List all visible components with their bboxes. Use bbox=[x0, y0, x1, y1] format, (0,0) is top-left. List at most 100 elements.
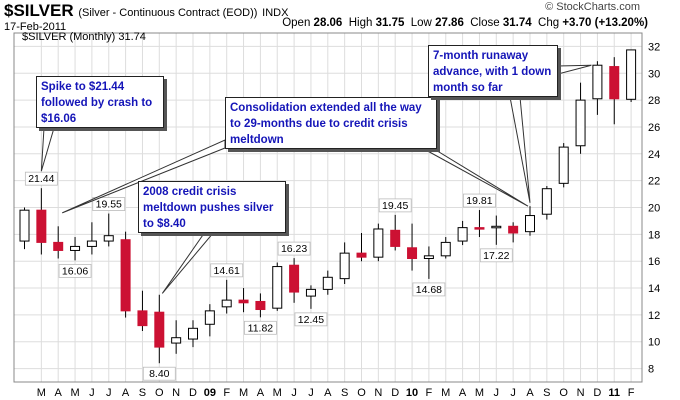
high-value: 31.75 bbox=[375, 17, 405, 29]
x-tick-label: F bbox=[223, 387, 230, 399]
candle-up bbox=[373, 228, 384, 258]
y-tick-label: 12 bbox=[648, 310, 660, 322]
candle-up bbox=[322, 276, 333, 290]
y-tick-label: 26 bbox=[648, 122, 660, 134]
spike-callout bbox=[40, 127, 55, 172]
value-label-box bbox=[92, 197, 126, 211]
candle-up bbox=[525, 215, 535, 233]
value-label-box bbox=[479, 248, 513, 263]
x-tick-label: 10 bbox=[406, 387, 418, 399]
symbol-description: (Silver - Continuous Contract (EOD)) bbox=[78, 7, 258, 19]
x-tick-label: F bbox=[426, 387, 433, 399]
candle-down bbox=[474, 227, 485, 230]
value-label: 21.44 bbox=[28, 173, 54, 185]
value-label: 16.23 bbox=[281, 243, 307, 255]
value-label: 11.82 bbox=[248, 322, 274, 334]
spike-annotation: Spike to $21.44 followed by crash to $16… bbox=[36, 76, 164, 128]
runaway-callout-left bbox=[509, 96, 531, 203]
value-label: 17.22 bbox=[483, 250, 509, 262]
x-tick-label: A bbox=[459, 387, 467, 399]
x-tick-label: S bbox=[543, 387, 550, 399]
chart-date: 17-Feb-2011 bbox=[4, 21, 67, 33]
value-label: 19.81 bbox=[466, 195, 492, 207]
chart-symbol: $SILVER (Silver - Continuous Contract (E… bbox=[4, 1, 288, 21]
candle-up bbox=[541, 188, 552, 215]
x-tick-label: M bbox=[475, 387, 484, 399]
value-label-box bbox=[243, 320, 277, 335]
value-label-box bbox=[210, 263, 244, 278]
x-tick-label: O bbox=[155, 387, 164, 399]
candle-up bbox=[491, 225, 502, 229]
x-tick-label: O bbox=[357, 387, 366, 399]
candle-up bbox=[558, 146, 569, 184]
value-label: 14.68 bbox=[416, 284, 442, 296]
x-tick-label: J bbox=[308, 387, 314, 399]
candle-up bbox=[440, 241, 451, 257]
consolidation-callout-right bbox=[423, 148, 529, 207]
x-tick-label: N bbox=[374, 387, 382, 399]
brand-credit: © StockCharts.com bbox=[545, 1, 640, 13]
value-label: 12.45 bbox=[298, 314, 324, 326]
exchange-label: INDX bbox=[262, 7, 289, 19]
x-tick-label: A bbox=[526, 387, 534, 399]
x-tick-label: 09 bbox=[204, 387, 216, 399]
value-label: 16.06 bbox=[62, 265, 88, 277]
candle-down bbox=[390, 229, 401, 247]
low-label: Low bbox=[410, 17, 432, 29]
candle-down bbox=[137, 310, 148, 327]
candle-up bbox=[457, 227, 468, 242]
candle-up bbox=[103, 235, 114, 242]
candle-up bbox=[626, 49, 637, 100]
y-tick-label: 30 bbox=[648, 68, 660, 80]
chart-legend: $SILVER (Monthly) 31.74 bbox=[22, 31, 146, 43]
x-tick-label: M bbox=[37, 387, 46, 399]
x-tick-label: N bbox=[577, 387, 585, 399]
close-label: Close bbox=[470, 17, 500, 29]
x-tick-label: M bbox=[273, 387, 282, 399]
value-label: 14.61 bbox=[214, 265, 240, 277]
x-tick-label: M bbox=[239, 387, 248, 399]
candles-layer bbox=[19, 49, 637, 364]
value-label-box bbox=[142, 366, 176, 381]
x-tick-label: M bbox=[441, 387, 450, 399]
open-value: 28.06 bbox=[313, 17, 343, 29]
candle-down bbox=[407, 247, 418, 260]
y-tick-label: 10 bbox=[648, 337, 660, 349]
y-tick-label: 22 bbox=[648, 176, 660, 188]
x-tick-label: A bbox=[122, 387, 130, 399]
symbol-text: $SILVER bbox=[4, 1, 74, 20]
value-label-box bbox=[412, 282, 446, 297]
x-tick-label: A bbox=[55, 387, 63, 399]
x-tick-label: J bbox=[291, 387, 297, 399]
x-tick-label: A bbox=[257, 387, 265, 399]
candle-up bbox=[575, 99, 586, 147]
value-label-box bbox=[277, 241, 311, 256]
x-tick-label: N bbox=[172, 387, 180, 399]
y-tick-label: 28 bbox=[648, 95, 660, 107]
candle-down bbox=[36, 209, 47, 243]
candle-down bbox=[609, 66, 620, 100]
open-label: Open bbox=[282, 17, 311, 29]
x-tick-label: J bbox=[510, 387, 516, 399]
candle-down bbox=[238, 299, 249, 304]
value-labels-layer: 21.44 16.06 19.55 8.40 14.61 11.82 16.23 12.45 1… bbox=[24, 171, 513, 381]
value-label-box bbox=[58, 263, 92, 278]
candle-up bbox=[221, 299, 232, 308]
x-tick-label: F bbox=[628, 387, 635, 399]
x-tick-label: O bbox=[559, 387, 568, 399]
y-tick-label: 20 bbox=[648, 203, 660, 215]
x-tick-label: J bbox=[106, 387, 112, 399]
value-label-box bbox=[463, 193, 496, 208]
candle-up bbox=[70, 245, 81, 251]
x-tick-label: J bbox=[89, 387, 95, 399]
y-tick-label: 16 bbox=[648, 256, 660, 268]
candle-up bbox=[19, 209, 30, 242]
y-tick-label: 24 bbox=[648, 149, 660, 161]
plot-frame bbox=[13, 32, 643, 383]
x-tick-label: J bbox=[494, 387, 500, 399]
credit-crisis-callout bbox=[161, 231, 216, 294]
candle-down bbox=[508, 225, 519, 234]
x-tick-label: 11 bbox=[608, 387, 620, 399]
